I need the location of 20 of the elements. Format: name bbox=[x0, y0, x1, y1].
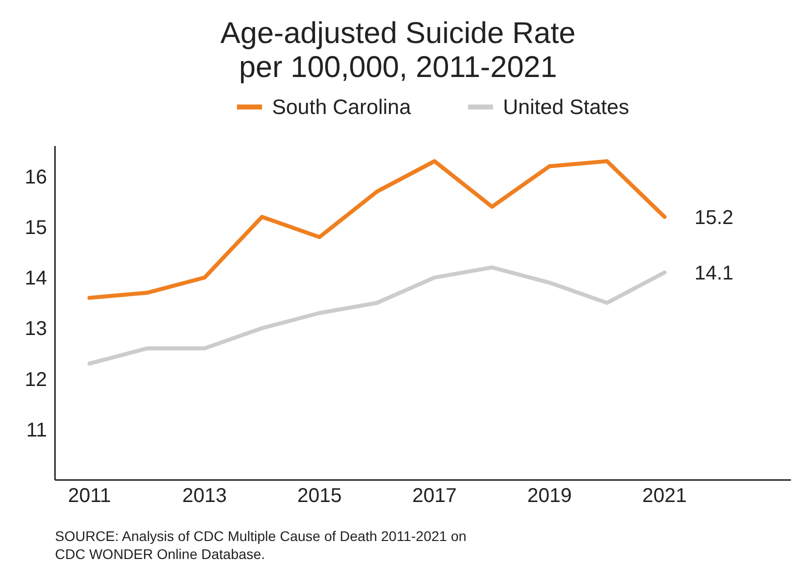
legend-label: United States bbox=[503, 96, 630, 119]
y-tick-label: 16 bbox=[24, 166, 47, 188]
data-label: 15.2 bbox=[694, 206, 734, 229]
y-tick-label: 14 bbox=[24, 268, 47, 290]
chart-title: Age-adjusted Suicide Rate per 100,000, 2011-2021 bbox=[220, 17, 576, 84]
x-tick-label: 2015 bbox=[297, 485, 342, 507]
x-tick-label: 2017 bbox=[412, 485, 457, 507]
y-tick-label: 11 bbox=[26, 419, 47, 442]
y-tick-label: 13 bbox=[24, 318, 47, 340]
x-tick-label: 2013 bbox=[182, 485, 227, 507]
line-series bbox=[88, 159, 666, 300]
x-tick-label: 2021 bbox=[642, 485, 687, 507]
y-tick-label: 12 bbox=[24, 368, 47, 391]
data-label: 14.1 bbox=[694, 262, 734, 285]
x-tick-label: 2019 bbox=[527, 485, 572, 507]
legend-label: South Carolina bbox=[272, 96, 412, 119]
source-note: SOURCE: Analysis of CDC Multiple Cause of Death 2011-2021 on CDC WONDER Online Database. bbox=[55, 528, 466, 562]
line-series bbox=[88, 265, 666, 366]
y-tick-label: 15 bbox=[24, 216, 47, 239]
x-tick-label: 2011 bbox=[68, 485, 112, 507]
